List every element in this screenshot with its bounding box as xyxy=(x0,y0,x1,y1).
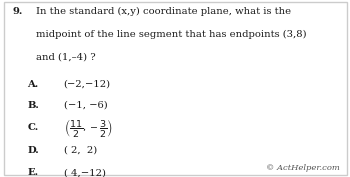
Text: ( 4,−12): ( 4,−12) xyxy=(64,168,106,177)
Text: © ActHelper.com: © ActHelper.com xyxy=(266,164,340,172)
Text: midpoint of the line segment that has endpoints (3,8): midpoint of the line segment that has en… xyxy=(36,30,307,39)
Text: A.: A. xyxy=(28,80,39,89)
Text: 9.: 9. xyxy=(12,7,22,16)
Text: (−2,−12): (−2,−12) xyxy=(64,80,111,89)
Text: C.: C. xyxy=(28,123,39,132)
Text: $\left(\dfrac{11}{2},-\dfrac{3}{2}\right)$: $\left(\dfrac{11}{2},-\dfrac{3}{2}\right… xyxy=(64,117,112,139)
Text: (−1, −6): (−1, −6) xyxy=(64,101,107,110)
Text: and (1,–4) ?: and (1,–4) ? xyxy=(36,52,96,61)
Text: D.: D. xyxy=(28,146,39,155)
Text: E.: E. xyxy=(28,168,38,177)
Text: B.: B. xyxy=(28,101,40,110)
Text: In the standard (x,y) coordinate plane, what is the: In the standard (x,y) coordinate plane, … xyxy=(36,7,291,16)
Text: ( 2,  2): ( 2, 2) xyxy=(64,146,97,155)
